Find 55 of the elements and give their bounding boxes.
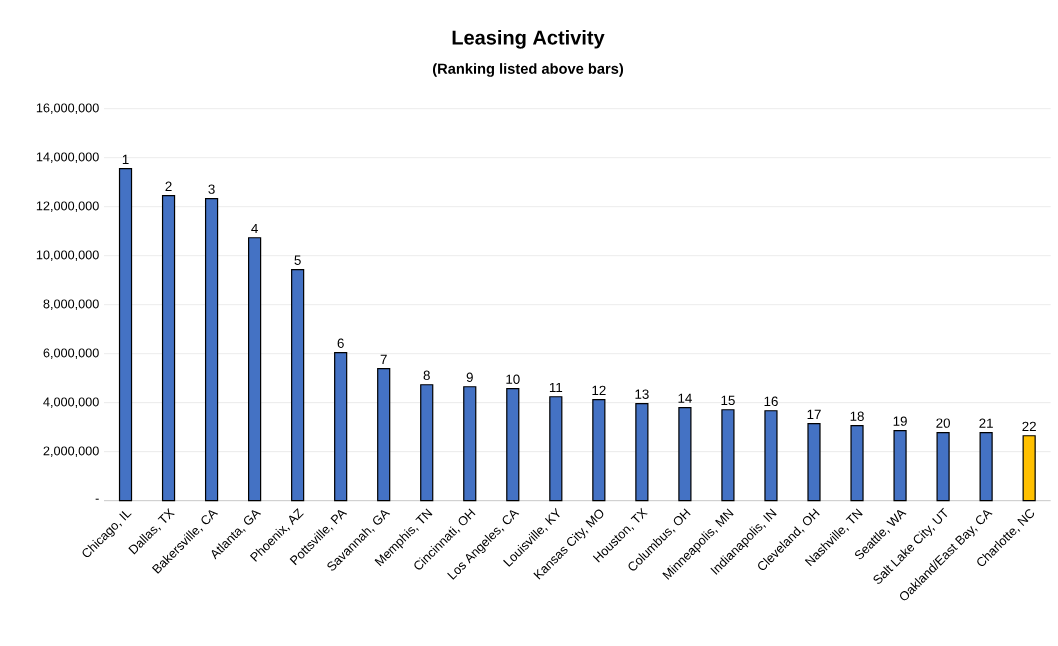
annotation: 5 — [294, 255, 301, 265]
annotation: 13 — [635, 389, 649, 399]
bar — [118, 168, 133, 502]
bar — [1022, 435, 1036, 502]
annotation: 10 — [506, 374, 520, 384]
bar — [377, 368, 391, 502]
bar — [678, 406, 692, 502]
chart-subtitle: (Ranking listed above bars) — [432, 63, 624, 77]
annotation: 4 — [251, 223, 258, 234]
annotation: 11 — [549, 382, 563, 393]
bar — [506, 388, 520, 502]
y-tick-label: 6,000,000 — [43, 348, 99, 359]
bar — [248, 237, 262, 502]
bar — [936, 431, 950, 502]
y-tick-label: 2,000,000 — [43, 446, 99, 457]
annotation: 8 — [423, 370, 430, 381]
annotation: 15 — [721, 395, 735, 406]
bar — [893, 429, 907, 502]
y-tick-label: 14,000,000 — [36, 152, 99, 163]
bar — [979, 431, 993, 502]
annotation: 14 — [678, 393, 692, 403]
y-tick-label: 10,000,000 — [36, 250, 99, 261]
annotation: 2 — [165, 181, 172, 191]
bar — [764, 410, 778, 502]
annotation: 16 — [764, 396, 778, 407]
bar — [721, 409, 735, 502]
annotation: 22 — [1022, 421, 1036, 432]
bar — [334, 352, 348, 502]
bar — [549, 396, 563, 502]
y-tick-label: 4,000,000 — [43, 397, 99, 408]
annotation: 12 — [592, 385, 606, 395]
bar — [291, 269, 305, 502]
chart-title: Leasing Activity — [452, 29, 605, 49]
annotation: 1 — [122, 154, 129, 164]
annotation: 18 — [850, 411, 864, 421]
bar — [592, 399, 606, 502]
annotation: 20 — [936, 418, 950, 428]
bar — [463, 386, 477, 502]
annotation: 6 — [337, 338, 344, 348]
y-tick-label: 12,000,000 — [36, 201, 99, 212]
bar — [807, 423, 821, 502]
y-tick-label: 8,000,000 — [43, 299, 99, 310]
annotation: 19 — [893, 416, 907, 426]
y-tick-label: - — [95, 498, 99, 500]
bar — [204, 197, 219, 502]
y-tick-label: 16,000,000 — [36, 103, 99, 114]
annotation: 9 — [466, 372, 473, 383]
bar — [635, 403, 649, 502]
annotation: 7 — [380, 354, 387, 364]
bar — [420, 384, 434, 502]
annotation: 3 — [208, 184, 215, 194]
bar — [161, 195, 176, 502]
annotation: 21 — [979, 418, 993, 428]
bar — [850, 425, 864, 502]
annotation: 17 — [807, 409, 821, 420]
